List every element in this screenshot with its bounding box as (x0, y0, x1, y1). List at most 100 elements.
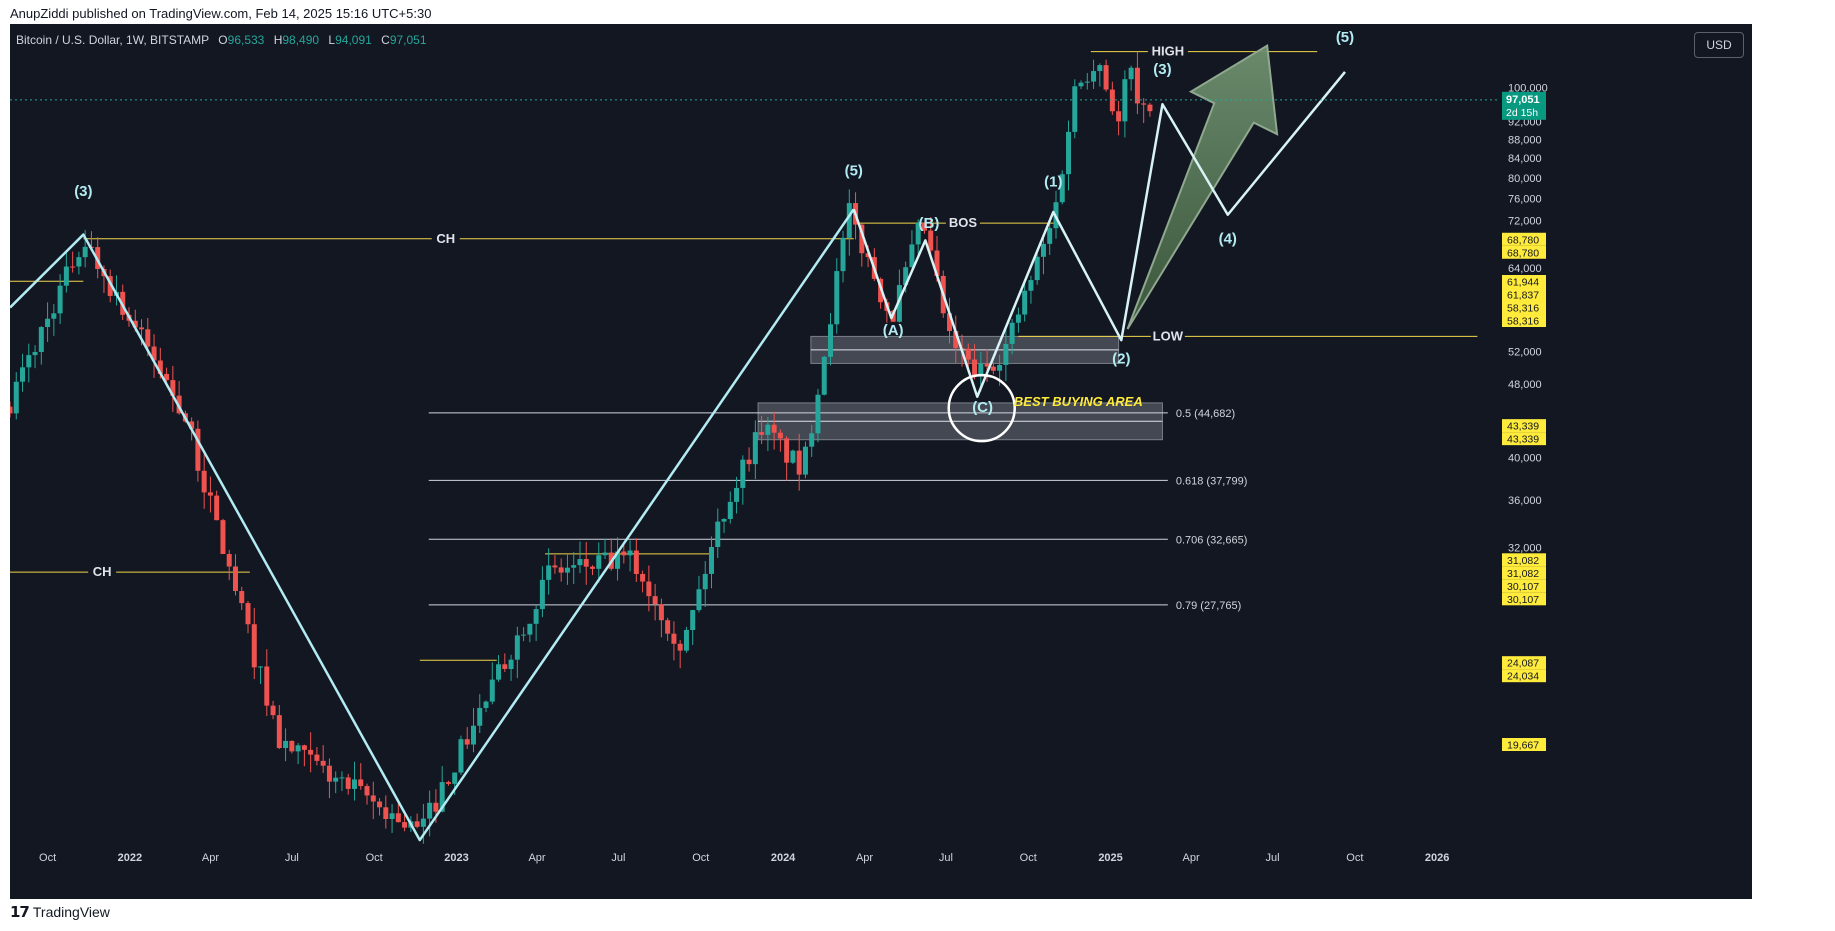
candle-body (953, 331, 959, 349)
candle (602, 538, 608, 560)
candle (1109, 81, 1115, 115)
candle-body (596, 555, 602, 569)
candle (734, 476, 740, 514)
candle-body (514, 635, 520, 660)
candle-body (627, 550, 633, 556)
candle (571, 552, 577, 585)
candle-body (665, 620, 671, 634)
candle (364, 783, 370, 805)
candle-body (151, 346, 157, 361)
candle-body (226, 554, 232, 567)
candle-body (777, 432, 783, 439)
candle (1009, 318, 1015, 355)
wave-label: (5) (1336, 29, 1354, 46)
candle-body (45, 318, 51, 328)
candle (708, 536, 714, 589)
price-label-badge (1502, 656, 1546, 670)
low-value: 94,091 (335, 33, 372, 47)
candle-body (470, 725, 476, 745)
candle (828, 313, 834, 366)
candle-body (157, 360, 163, 374)
candle (896, 269, 902, 323)
candle-body (502, 664, 508, 669)
candle (702, 561, 708, 607)
candle (752, 420, 758, 480)
candle (990, 362, 996, 375)
candle (721, 518, 727, 533)
candle (777, 429, 783, 452)
candle-body (759, 432, 765, 435)
candle (1040, 233, 1046, 275)
candle-body (439, 782, 445, 812)
candle (107, 269, 113, 303)
candle-body (721, 518, 727, 522)
candle-body (1147, 104, 1153, 112)
chart-area[interactable]: HIGH LOW CH CH BOS 0.5 (44,682) 0.618 (37,799… (10, 24, 1752, 899)
candle (665, 617, 671, 641)
candle (63, 250, 69, 293)
y-tick-label: 100,000 (1508, 83, 1548, 95)
candle (214, 490, 220, 521)
candle (445, 780, 451, 786)
candle-body (364, 786, 370, 796)
candle-body (301, 745, 307, 750)
currency-button[interactable]: USD (1694, 32, 1744, 58)
candle-body (539, 579, 545, 610)
x-tick-label: Apr (528, 852, 545, 864)
symbol-title: Bitcoin / U.S. Dollar, 1W, BITSTAMP (16, 33, 209, 47)
candle-body (1047, 228, 1053, 244)
candle-body (458, 739, 464, 773)
candle (552, 555, 558, 574)
level-label-bos: BOS (949, 215, 978, 230)
candle-body (915, 222, 921, 245)
candle-body (583, 559, 589, 567)
x-tick-label: Oct (692, 852, 709, 864)
candle-body (276, 715, 282, 749)
candle (765, 417, 771, 451)
candle-body (389, 813, 395, 819)
price-label-text: 43,339 (1507, 434, 1539, 446)
candle-body (1134, 67, 1140, 104)
price-label-text: 43,339 (1507, 421, 1539, 433)
candle (690, 609, 696, 646)
candle-body (558, 567, 564, 573)
candle-body (533, 609, 539, 624)
candle-body (452, 772, 458, 784)
candle-body (683, 629, 689, 651)
candle-body (1122, 79, 1128, 122)
candle (953, 315, 959, 364)
candle (151, 334, 157, 378)
candle (389, 804, 395, 833)
candle (796, 433, 802, 491)
candle-body (921, 222, 927, 231)
candle-body (107, 276, 113, 296)
candle (915, 219, 921, 257)
candle-body (445, 782, 451, 784)
x-tick-label: Oct (1020, 852, 1037, 864)
x-tick-label: 2026 (1425, 852, 1449, 864)
candle (477, 694, 483, 734)
open-value: 96,533 (227, 33, 265, 47)
price-label-badge (1502, 275, 1546, 289)
level-label-high: HIGH (1152, 44, 1185, 59)
fib-label-0: 0.5 (44,682) (1176, 408, 1235, 420)
candle-body (771, 424, 777, 433)
candle (921, 222, 927, 234)
wave-label: (B) (919, 215, 940, 232)
candle-body (715, 521, 721, 547)
candle-body (1091, 71, 1097, 82)
candle-body (821, 356, 827, 395)
candle (26, 343, 32, 383)
candle (383, 795, 389, 829)
candle (1097, 63, 1103, 87)
candle (427, 790, 433, 837)
candle-body (990, 366, 996, 371)
candle-body (727, 501, 733, 519)
fib-label-2: 0.706 (32,665) (1176, 534, 1248, 546)
candle-body (333, 777, 339, 782)
candle (646, 565, 652, 612)
tradingview-brand[interactable]: 𝟭𝟳 TradingView (10, 903, 110, 921)
candle (564, 554, 570, 585)
candle-body (796, 450, 802, 475)
